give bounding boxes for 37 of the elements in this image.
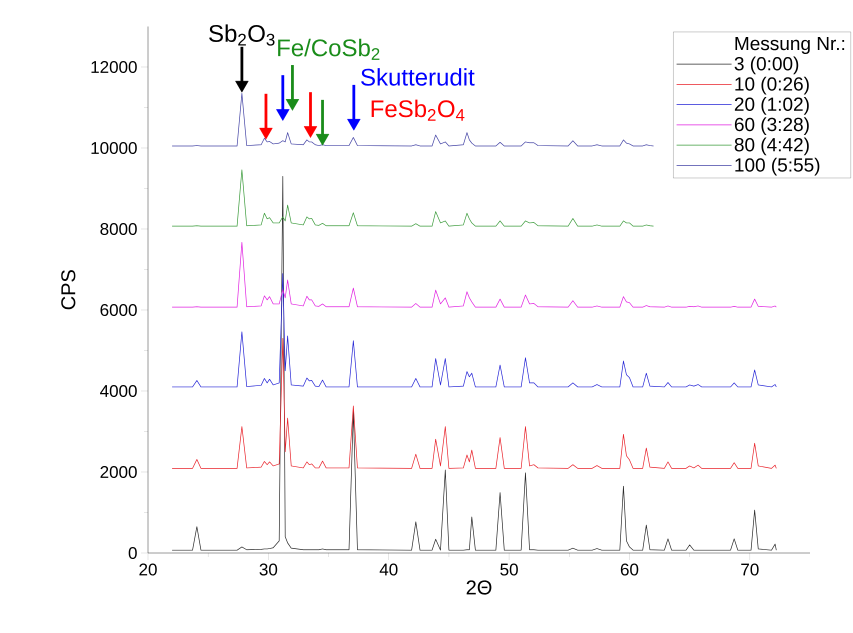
x-tick-label: 30: [260, 564, 278, 576]
y-axis-title: CPS: [61, 270, 76, 310]
x-tick-label: 50: [500, 564, 518, 576]
x-tick-label: 20: [139, 564, 157, 576]
x-tick-label: 40: [380, 564, 398, 576]
y-tick-label: 2000: [100, 466, 137, 478]
point: [259, 128, 273, 140]
annotation: Skutterudit: [361, 68, 475, 86]
line-series: [172, 273, 777, 388]
line-series: [172, 170, 654, 227]
annotation: Fe/CoSb$_{2}$: [278, 38, 380, 60]
x-tick-label: 60: [620, 564, 638, 576]
legend-label: 20 (1:02): [734, 96, 809, 115]
y-tick-label: 4000: [100, 384, 137, 398]
y-tick-label: 6000: [100, 304, 137, 316]
legend-label: 10 (0:26): [735, 76, 809, 94]
point: [235, 80, 249, 93]
point: [316, 134, 330, 146]
legend-label: 100 (5:55): [735, 158, 820, 176]
legend-label: 60 (3:28): [734, 117, 809, 135]
point: [304, 126, 318, 138]
annotation: Sb$_{2}$O$_{3}$: [209, 24, 275, 46]
legend-label: 3 (0:00): [734, 56, 798, 74]
y-tick-label: 12000: [92, 60, 137, 74]
legend-title: Messung Nr.:: [735, 36, 844, 54]
point: [347, 118, 361, 131]
point: [286, 99, 300, 111]
legend-label: 80 (4:42): [734, 137, 809, 156]
point: [276, 109, 290, 121]
y-tick-label: 8000: [100, 222, 137, 236]
line-series: [172, 338, 777, 469]
annotation: FeSb$_{2}$O$_{4}$: [372, 100, 464, 121]
y-tick-label: 10000: [92, 142, 137, 154]
line-series: [172, 242, 777, 308]
x-axis-title: 2Θ: [466, 580, 492, 595]
y-tick-label: 0: [128, 546, 137, 560]
x-tick-label: 70: [741, 564, 759, 576]
